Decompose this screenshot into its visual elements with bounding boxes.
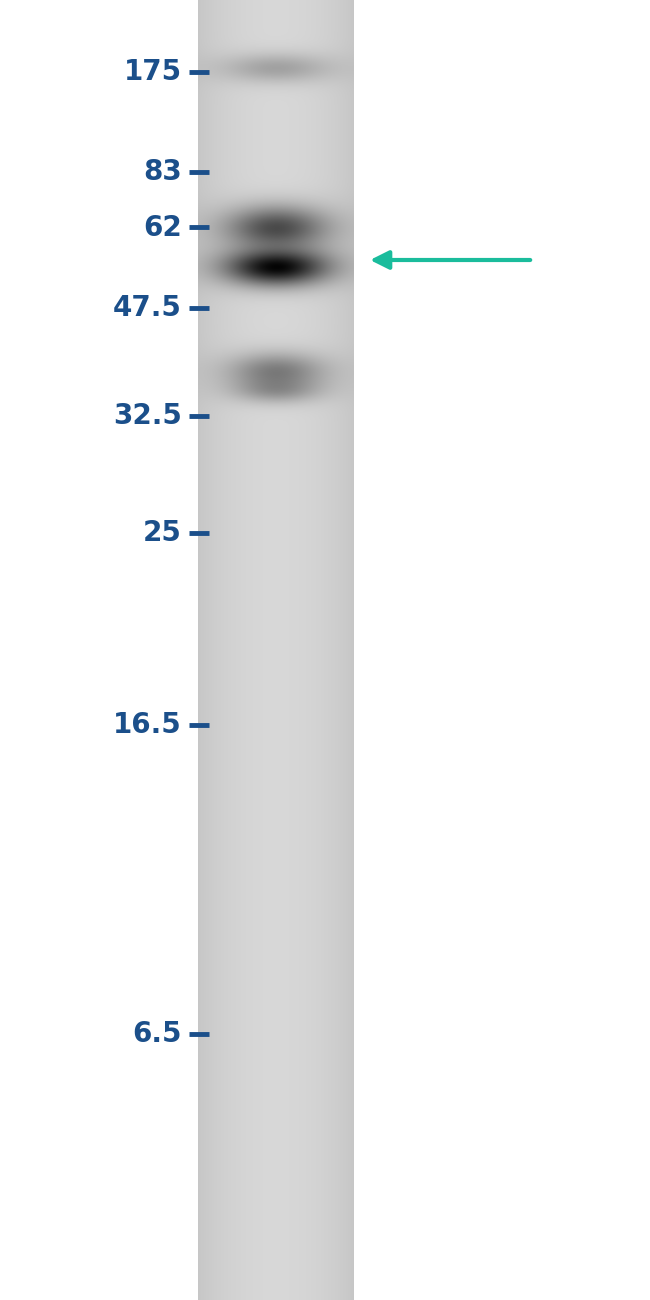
Text: 175: 175 <box>124 57 182 86</box>
Text: 32.5: 32.5 <box>113 402 182 430</box>
Text: 6.5: 6.5 <box>133 1019 182 1048</box>
Text: 25: 25 <box>143 519 182 547</box>
Text: 62: 62 <box>143 213 182 242</box>
Text: 16.5: 16.5 <box>113 711 182 740</box>
Text: 47.5: 47.5 <box>113 294 182 322</box>
Text: 83: 83 <box>143 157 182 186</box>
